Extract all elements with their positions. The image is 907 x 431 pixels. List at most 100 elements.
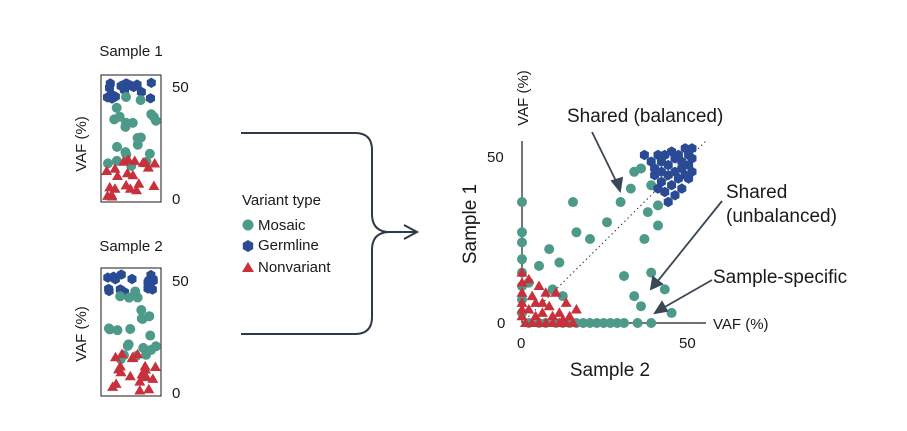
mosaic-point — [544, 244, 555, 255]
legend-mosaic-label: Mosaic — [258, 217, 306, 234]
germline-point — [639, 149, 649, 161]
legend-title: Variant type — [242, 192, 321, 209]
mosaic-point — [619, 318, 629, 328]
mosaic-variant-marker — [141, 349, 152, 360]
sample1-frame — [100, 74, 162, 203]
germline-variant-marker — [136, 86, 146, 98]
mosaic-point — [629, 166, 640, 177]
nonvariant-point — [570, 304, 582, 314]
nonvariant-point — [536, 307, 548, 317]
nonvariant-variant-marker — [114, 360, 126, 371]
germline-point — [673, 149, 683, 161]
nonvariant-variant-marker — [120, 179, 132, 190]
germline-variant-marker — [103, 92, 112, 103]
germline-variant-marker — [146, 77, 156, 88]
sample2-panel: Sample 2 50 0 VAF (%) — [73, 238, 189, 402]
annotation-shared-unbalanced-2: (unbalanced) — [726, 206, 837, 227]
sample2-ylabel: VAF (%) — [73, 306, 90, 362]
nonvariant-variant-marker — [127, 351, 139, 362]
sample1-tick-50: 50 — [172, 79, 189, 96]
nonvariant-point — [533, 317, 545, 327]
germline-point — [646, 156, 656, 167]
mosaic-variant-marker — [109, 114, 120, 125]
nonvariant-variant-marker — [121, 167, 133, 178]
nonvariant-variant-marker — [109, 163, 121, 173]
nonvariant-variant-marker — [149, 361, 161, 372]
nonvariant-variant-marker — [148, 180, 160, 191]
bracket-arrowhead — [403, 224, 420, 240]
nonvariant-variant-marker — [133, 178, 145, 188]
mosaic-point — [642, 207, 653, 218]
arrow-sample-specific — [662, 279, 713, 309]
mosaic-point — [632, 318, 643, 328]
nonvariant-variant-marker — [137, 157, 149, 167]
scatter-x-tick-0: 0 — [517, 335, 525, 352]
mosaic-variant-marker — [137, 313, 148, 324]
germline-point — [660, 186, 670, 198]
germline-variant-marker — [147, 284, 157, 295]
nonvariant-point — [560, 317, 572, 327]
germline-point — [677, 183, 687, 194]
sample2-tick-50: 50 — [172, 273, 189, 290]
mosaic-point — [554, 257, 565, 268]
arrow-shared-balanced — [591, 131, 618, 184]
nonvariant-point — [516, 267, 528, 277]
nonvariant-point — [523, 273, 535, 284]
nonvariant-variant-marker — [139, 360, 151, 371]
scatter-x-unit: VAF (%) — [713, 316, 769, 333]
annotation-shared-balanced: Shared (balanced) — [567, 106, 723, 127]
mosaic-point — [585, 234, 595, 244]
mosaic-variant-marker — [121, 92, 132, 103]
germline-point — [663, 159, 673, 171]
sample1-variants — [101, 77, 161, 201]
mosaic-point — [615, 197, 626, 208]
legend-germline-label: Germline — [258, 237, 319, 254]
nonvariant-point — [553, 307, 565, 317]
nonvariant-variant-marker — [111, 170, 123, 180]
nonvariant-variant-marker — [118, 156, 130, 166]
nonvariant-point — [516, 297, 528, 307]
mosaic-variant-marker — [150, 341, 161, 352]
mosaic-variant-marker — [111, 155, 122, 166]
sample2-frame — [100, 267, 162, 397]
germline-point — [663, 170, 673, 181]
mosaic-variant-marker — [132, 292, 143, 303]
mosaic-point — [625, 183, 636, 194]
scatter-y-tick-0: 0 — [497, 315, 505, 332]
mosaic-variant-marker — [112, 325, 123, 336]
nonvariant-variant-marker — [116, 348, 128, 358]
germline-point — [667, 180, 677, 191]
germline-variant-marker — [129, 81, 139, 93]
bracket-upper-line — [241, 132, 415, 233]
scatter-x-tick-50: 50 — [679, 335, 696, 352]
arrow-shared-unbalanced — [656, 200, 723, 283]
mosaic-variant-marker — [148, 111, 159, 122]
nonvariant-point — [564, 310, 576, 321]
mosaic-variant-marker — [127, 117, 138, 128]
mosaic-point — [602, 217, 612, 228]
nonvariant-point — [543, 300, 555, 311]
mosaic-variant-marker — [132, 139, 143, 150]
germline-variant-marker — [146, 93, 155, 104]
germline-variant-marker — [143, 277, 153, 288]
scatter-xlabel: Sample 2 — [570, 360, 650, 381]
arrow-shared-balanced-head — [610, 176, 624, 194]
nonvariant-point — [533, 280, 545, 291]
sample1-panel: Sample 1 50 0 VAF (%) — [73, 43, 189, 208]
mosaic-point — [571, 227, 582, 238]
nonvariant-variant-marker — [109, 183, 121, 193]
germline-variant-marker — [110, 91, 120, 102]
germline-variant-marker — [104, 283, 114, 295]
scatter-ylabel: Sample 1 — [460, 184, 481, 264]
mosaic-point — [666, 307, 677, 318]
nonvariant-point — [516, 277, 528, 287]
scatter-plot: VAF (%) VAF (%) 50 0 0 50 Sample 1 Sampl… — [460, 70, 769, 381]
mosaic-variant-marker — [136, 305, 147, 316]
germline-variant-marker — [127, 273, 137, 285]
nonvariant-variant-marker — [129, 155, 141, 165]
mosaic-point — [629, 291, 640, 302]
bracket-lower-line — [241, 231, 391, 335]
nonvariant-variant-marker — [134, 376, 146, 386]
mosaic-variant-marker — [124, 292, 135, 303]
annotations: Shared (balanced) Shared (unbalanced) Sa… — [567, 106, 847, 315]
